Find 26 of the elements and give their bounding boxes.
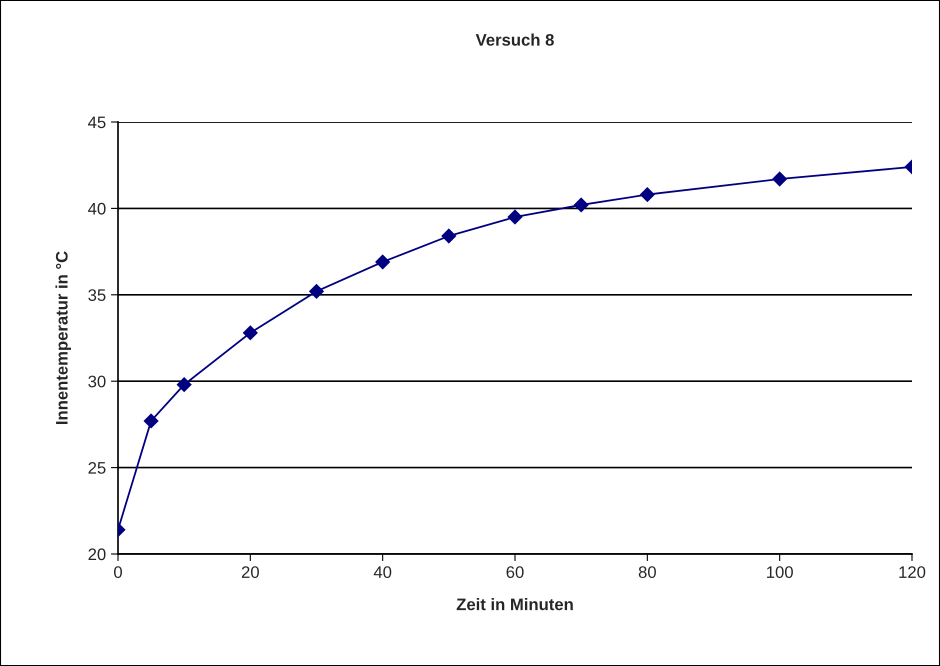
y-tick-label: 20 bbox=[88, 548, 106, 560]
x-axis-title: Zeit in Minuten bbox=[456, 598, 573, 610]
point bbox=[309, 284, 324, 299]
chart-title: Versuch 8 bbox=[476, 34, 554, 46]
y-tick-label: 40 bbox=[88, 202, 106, 215]
point bbox=[375, 254, 390, 270]
point bbox=[242, 325, 258, 340]
y-axis-title: Innentemperatur in °C bbox=[55, 251, 71, 424]
y-tick-label: 45 bbox=[88, 116, 106, 128]
x-tick-label: 120 bbox=[899, 566, 926, 578]
point bbox=[772, 172, 788, 186]
x-tick-label: 100 bbox=[767, 566, 793, 578]
y-tick-label: 35 bbox=[88, 289, 106, 302]
point bbox=[508, 210, 522, 224]
x-tick-label: 40 bbox=[374, 566, 392, 578]
point bbox=[640, 187, 655, 202]
point bbox=[144, 414, 158, 428]
x-tick-label: 80 bbox=[638, 566, 656, 578]
x-tick-label: 60 bbox=[506, 566, 524, 578]
y-tick-label: 30 bbox=[88, 376, 106, 388]
y-tick-label: 25 bbox=[88, 462, 106, 474]
point bbox=[176, 377, 192, 392]
x-tick-label: 0 bbox=[114, 566, 122, 578]
point bbox=[441, 228, 456, 244]
x-tick-label: 20 bbox=[242, 566, 259, 578]
point bbox=[574, 198, 589, 212]
